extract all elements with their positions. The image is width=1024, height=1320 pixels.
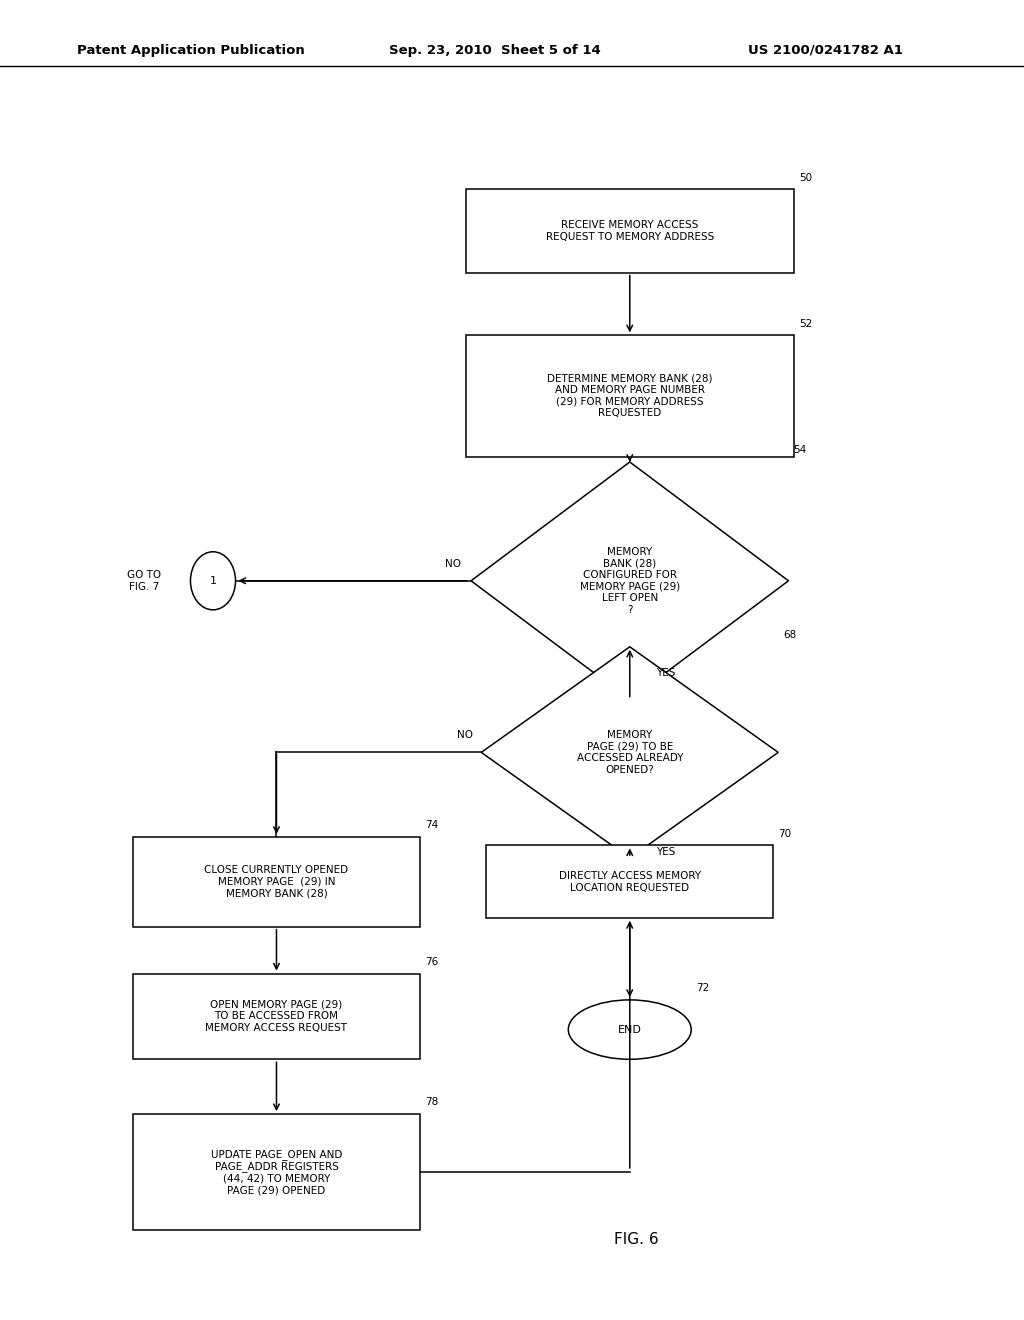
Text: Patent Application Publication: Patent Application Publication	[77, 44, 304, 57]
Text: 68: 68	[783, 630, 797, 640]
Polygon shape	[471, 462, 788, 700]
Text: OPEN MEMORY PAGE (29)
TO BE ACCESSED FROM
MEMORY ACCESS REQUEST: OPEN MEMORY PAGE (29) TO BE ACCESSED FRO…	[206, 999, 347, 1034]
Text: NO: NO	[444, 558, 461, 569]
Text: 1: 1	[210, 576, 216, 586]
Text: 70: 70	[778, 829, 792, 840]
FancyBboxPatch shape	[133, 1114, 420, 1230]
Text: 74: 74	[425, 820, 438, 830]
Text: MEMORY
PAGE (29) TO BE
ACCESSED ALREADY
OPENED?: MEMORY PAGE (29) TO BE ACCESSED ALREADY …	[577, 730, 683, 775]
Text: YES: YES	[656, 668, 675, 678]
Text: 76: 76	[425, 957, 438, 966]
Text: FIG. 6: FIG. 6	[614, 1233, 659, 1247]
FancyBboxPatch shape	[466, 335, 794, 457]
FancyBboxPatch shape	[486, 846, 773, 919]
Text: END: END	[617, 1024, 642, 1035]
Text: YES: YES	[656, 846, 675, 857]
Text: DIRECTLY ACCESS MEMORY
LOCATION REQUESTED: DIRECTLY ACCESS MEMORY LOCATION REQUESTE…	[559, 871, 700, 892]
Text: GO TO
FIG. 7: GO TO FIG. 7	[127, 570, 162, 591]
Text: MEMORY
BANK (28)
CONFIGURED FOR
MEMORY PAGE (29)
LEFT OPEN
?: MEMORY BANK (28) CONFIGURED FOR MEMORY P…	[580, 546, 680, 615]
Text: NO: NO	[457, 730, 473, 741]
Text: US 2100/0241782 A1: US 2100/0241782 A1	[748, 44, 902, 57]
FancyBboxPatch shape	[466, 189, 794, 272]
Ellipse shape	[568, 1001, 691, 1059]
Text: 52: 52	[799, 318, 812, 329]
Text: 72: 72	[696, 983, 710, 993]
Text: 54: 54	[794, 445, 807, 455]
Text: UPDATE PAGE_OPEN AND
PAGE_ADDR REGISTERS
(44, 42) TO MEMORY
PAGE (29) OPENED: UPDATE PAGE_OPEN AND PAGE_ADDR REGISTERS…	[211, 1148, 342, 1196]
FancyBboxPatch shape	[133, 974, 420, 1059]
Text: 50: 50	[799, 173, 812, 183]
Circle shape	[190, 552, 236, 610]
Text: DETERMINE MEMORY BANK (28)
AND MEMORY PAGE NUMBER
(29) FOR MEMORY ADDRESS
REQUES: DETERMINE MEMORY BANK (28) AND MEMORY PA…	[547, 374, 713, 418]
Text: Sep. 23, 2010  Sheet 5 of 14: Sep. 23, 2010 Sheet 5 of 14	[389, 44, 601, 57]
FancyBboxPatch shape	[133, 837, 420, 927]
Text: RECEIVE MEMORY ACCESS
REQUEST TO MEMORY ADDRESS: RECEIVE MEMORY ACCESS REQUEST TO MEMORY …	[546, 220, 714, 242]
Polygon shape	[481, 647, 778, 858]
Text: 78: 78	[425, 1097, 438, 1107]
Text: CLOSE CURRENTLY OPENED
MEMORY PAGE  (29) IN
MEMORY BANK (28): CLOSE CURRENTLY OPENED MEMORY PAGE (29) …	[205, 865, 348, 899]
